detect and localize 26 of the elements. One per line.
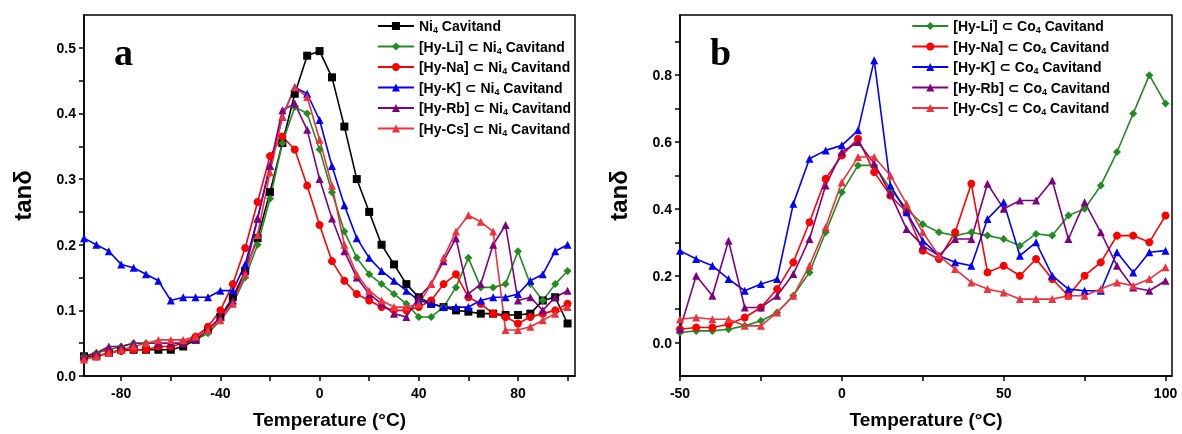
x-tick-label: 80 <box>510 385 526 401</box>
x-tick-label: 40 <box>410 385 427 401</box>
y-tick-label: 0.5 <box>56 39 77 56</box>
y-axis-title: tanδ <box>8 170 36 221</box>
y-tick-label: 0.2 <box>56 236 77 253</box>
y-axis-title: tanδ <box>604 170 632 221</box>
y-tick-label: 0.2 <box>652 267 673 284</box>
x-tick-label: 0 <box>837 385 846 401</box>
y-tick-label: 0.4 <box>652 200 673 217</box>
annotation: a <box>114 31 133 73</box>
y-tick-label: 0.1 <box>56 302 77 319</box>
x-tick-label: -80 <box>111 385 132 401</box>
y-tick-label: 0.3 <box>56 171 77 188</box>
x-axis-title: Temperature (°C) <box>849 409 1003 430</box>
y-tick-label: 0.0 <box>652 334 673 351</box>
y-tick-label: 0.4 <box>56 105 77 122</box>
x-tick-label: 100 <box>1153 385 1178 401</box>
y-tick-label: 0.0 <box>56 368 77 384</box>
x-tick-label: -40 <box>210 385 231 401</box>
x-tick-label: -50 <box>669 385 691 401</box>
x-tick-label: 0 <box>315 385 324 401</box>
x-tick-label: 50 <box>995 385 1012 401</box>
x-axis-title: Temperature (°C) <box>253 409 406 430</box>
y-tick-label: 0.6 <box>652 134 673 151</box>
annotation: b <box>710 31 732 73</box>
y-tick-label: 0.8 <box>652 67 673 84</box>
